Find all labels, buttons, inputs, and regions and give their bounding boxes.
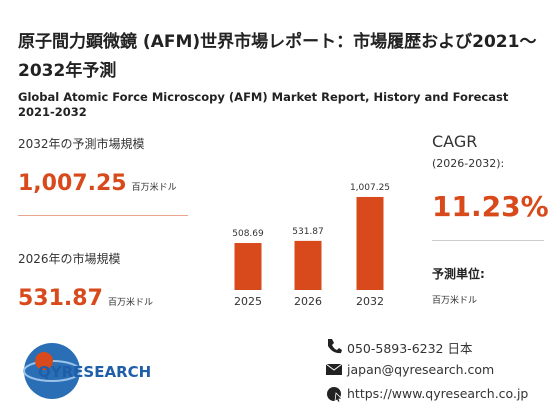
subtitle: Global Atomic Force Microscopy (AFM) Mar… [18,90,509,119]
current-value: 531.87 [18,286,103,311]
x-tick-label: 2026 [294,295,322,308]
logo: QYRESEARCH [23,343,151,399]
value-label: 1,007.25 [350,183,390,193]
cagr-period: (2026-2032): [432,157,505,170]
cagr-label: CAGR [432,132,478,151]
value-label: 531.87 [292,227,324,237]
phone: 050-5893-6232 日本 [347,341,473,356]
phone-icon [328,339,342,354]
forecast-unit: 百万米ドル [131,183,177,193]
cagr-value: 11.23% [432,190,549,223]
unit-value: 百万米ドル [432,296,478,306]
logo-dot [35,352,53,370]
forecast-stat: 1,007.25 百万米ドル [18,171,177,196]
contact-icons [325,339,343,403]
title: 原子間力顕微鏡 (AFM)世界市場レポート：市場履歴および2021～2032年予… [18,32,537,81]
forecast-label: 2032年の予測市場規模 [18,137,145,151]
mail-flap [325,363,343,371]
email[interactable]: japan@qyresearch.com [347,362,495,377]
divider [432,240,544,241]
unit-label: 予測単位: [432,267,485,281]
divider [18,215,188,216]
bar [234,243,262,290]
chart: 508.69 2025 531.87 2026 1,007.25 2032 [232,183,390,308]
bar [356,196,384,290]
website[interactable]: https://www.qyresearch.co.jp [347,386,529,401]
cursor-icon [334,392,343,403]
current-label: 2026年の市場規模 [18,252,121,266]
x-tick-label: 2025 [234,295,262,308]
current-unit: 百万米ドル [108,298,154,308]
current-stat: 531.87 百万米ドル [18,286,153,311]
x-tick-label: 2032 [356,295,384,308]
bar [294,240,322,290]
value-label: 508.69 [232,229,264,239]
forecast-value: 1,007.25 [18,171,127,196]
logo-text: QYRESEARCH [38,363,151,381]
